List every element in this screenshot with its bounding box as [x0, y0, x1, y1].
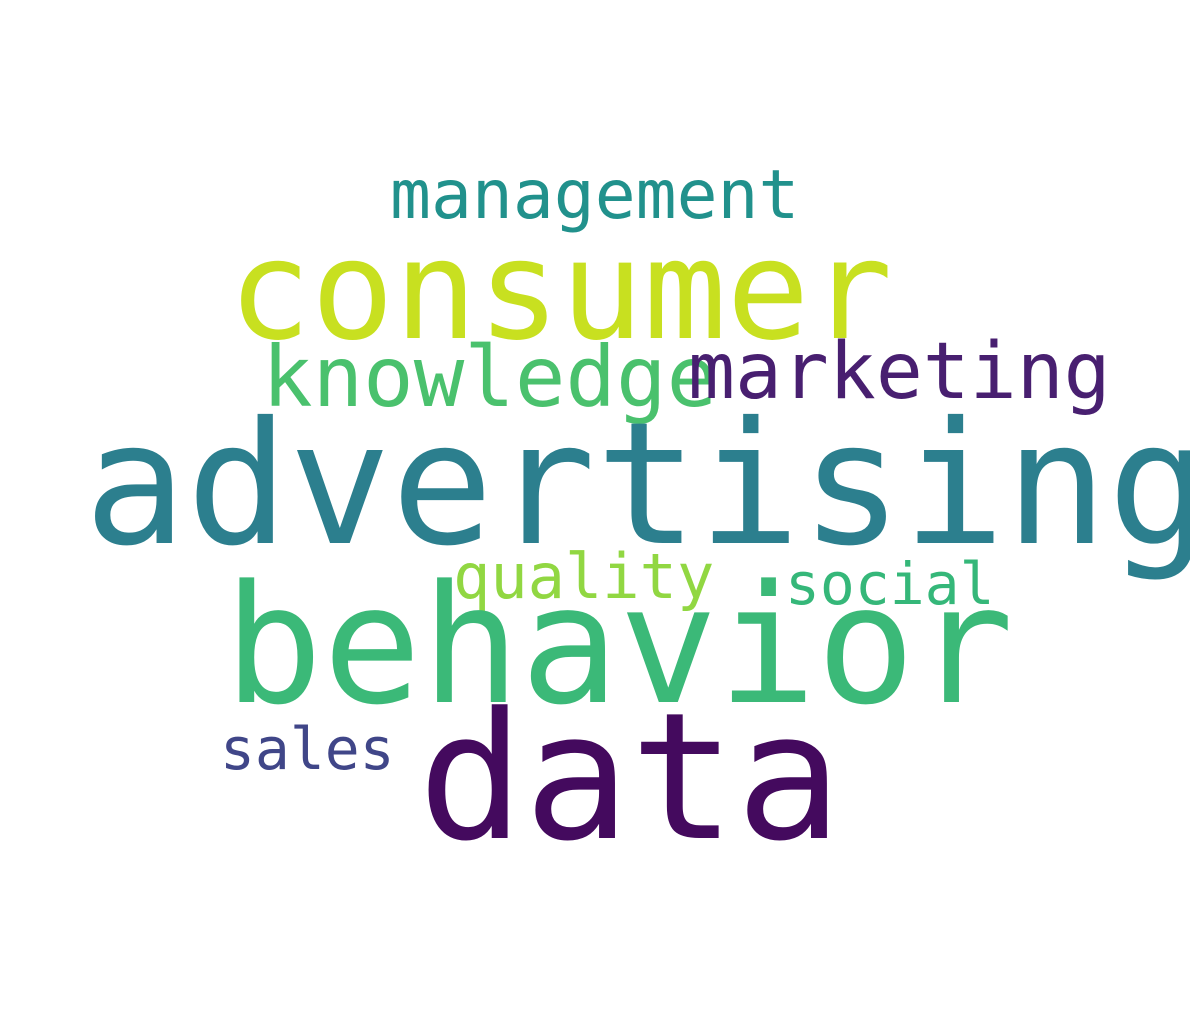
word-behavior: behavior — [224, 550, 1014, 741]
word-management: management — [390, 156, 800, 235]
word-sales: sales — [220, 715, 395, 783]
word-marketing: marketing — [688, 327, 1111, 417]
word-data: data — [418, 675, 842, 880]
word-social: social — [785, 550, 995, 618]
word-consumer: consumer — [228, 210, 893, 371]
word-advertising: advertising — [84, 386, 1190, 584]
word-knowledge: knowledge — [262, 328, 718, 426]
word-quality: quality — [453, 540, 715, 613]
